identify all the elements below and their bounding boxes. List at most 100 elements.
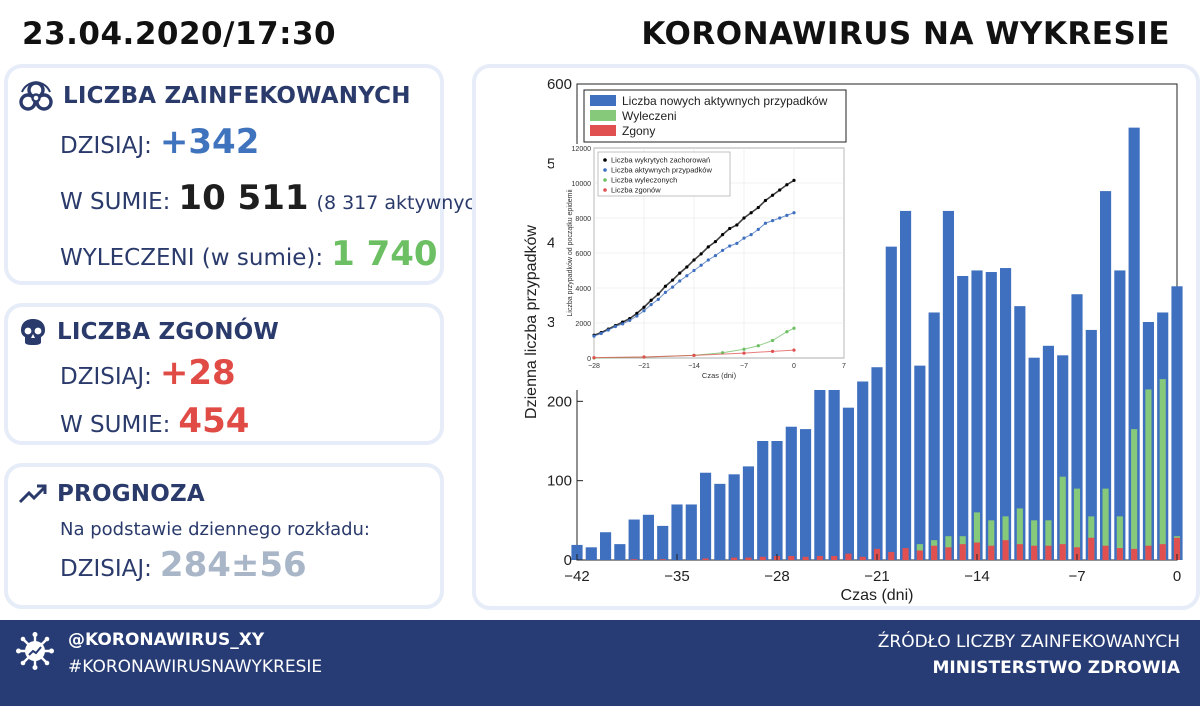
bar [702, 558, 709, 560]
inset-point [742, 236, 746, 240]
bar [945, 547, 952, 560]
infected-today-row: DZISIAJ: +342 [60, 122, 259, 162]
inset-point [770, 338, 775, 343]
inset-point [656, 292, 660, 296]
infected-header: LICZBA ZAINFEKOWANYCH [18, 80, 411, 112]
inset-point [656, 297, 660, 301]
inset-point [749, 211, 753, 215]
inset-x-tick-label: −7 [740, 363, 748, 370]
y-tick-label: 200 [547, 393, 572, 410]
x-tick-label: −42 [564, 568, 589, 585]
legend-swatch [590, 95, 616, 106]
inset-point [613, 324, 618, 329]
inset-point [635, 314, 639, 318]
bar [1073, 488, 1081, 560]
bar [1171, 286, 1183, 560]
inset-y-tick-label: 6000 [575, 251, 591, 258]
bar [800, 429, 812, 560]
infected-total-label: W SUMIE: [60, 189, 171, 215]
bar [714, 483, 726, 560]
inset-legend-label: Liczba zgonów [611, 186, 661, 195]
inset-y-axis-label: Liczba przypadków od początku epidemii [567, 189, 574, 317]
daily-cases-chart: −42−35−28−21−14−700100200300400500600Cza… [523, 76, 1183, 604]
virus-icon [16, 632, 54, 674]
inset-point [720, 248, 725, 252]
bar [1014, 306, 1026, 560]
bar [1016, 544, 1023, 560]
inset-point [792, 348, 796, 352]
bar [902, 548, 909, 560]
inset-point [606, 328, 610, 332]
inset-y-tick-label: 8000 [575, 216, 591, 223]
inset-legend-marker [603, 188, 607, 192]
bar [728, 474, 740, 560]
bar [759, 556, 766, 560]
bar [657, 525, 669, 560]
inset-legend-label: Liczba wykrytych zachorowań [611, 156, 710, 165]
bar [802, 556, 809, 560]
inset-point [663, 284, 668, 288]
inset-point [670, 285, 675, 289]
inset-point [720, 233, 725, 237]
deaths-total-value: 454 [178, 401, 250, 441]
inset-point [785, 183, 789, 187]
inset-point [770, 193, 775, 197]
inset-point [778, 188, 782, 192]
bar [885, 246, 897, 560]
inset-point [713, 254, 718, 258]
inset-legend-marker [603, 168, 607, 172]
twitter-handle[interactable]: @KORONAWIRUS_XY [68, 630, 265, 650]
bar [1159, 379, 1166, 560]
bar [1002, 540, 1009, 560]
inset-point [678, 279, 682, 283]
x-tick-label: −7 [1068, 568, 1085, 585]
page-title: KORONAWIRUS NA WYKRESIE [641, 16, 1170, 52]
infected-today-label: DZISIAJ: [60, 133, 152, 159]
inset-y-tick-label: 4000 [575, 286, 591, 293]
inset-point [763, 198, 768, 203]
inset-point [706, 245, 710, 249]
inset-point [742, 351, 746, 355]
legend-label: Wyleczeni [622, 109, 677, 123]
inset-point [642, 309, 646, 313]
legend-swatch [590, 110, 616, 121]
inset-point [792, 211, 796, 215]
bar [859, 556, 866, 560]
deaths-today-value: +28 [159, 353, 236, 393]
bar [1071, 294, 1083, 560]
inset-point [756, 344, 760, 348]
y-tick-label: 600 [547, 76, 572, 93]
bar [973, 512, 981, 560]
inset-y-tick-label: 2000 [575, 321, 591, 328]
bar [845, 553, 852, 560]
infected-today-value: +342 [159, 122, 260, 162]
inset-point [649, 303, 653, 307]
bar [685, 504, 697, 560]
bar [1016, 508, 1023, 560]
deaths-card: LICZBA ZGONÓW DZISIAJ: +28 W SUMIE: 454 [4, 303, 444, 445]
bar [888, 552, 895, 560]
inset-point [792, 178, 796, 182]
forecast-today-row: DZISIAJ: 284±56 [60, 545, 307, 585]
inset-legend-label: Liczba aktywnych przypadków [611, 166, 712, 175]
x-tick-label: −35 [664, 568, 689, 585]
inset-point [778, 216, 782, 220]
hashtag[interactable]: #KORONAWIRUSNAWYKRESIE [68, 657, 323, 677]
inset-point [763, 221, 768, 225]
inset-point [742, 216, 746, 220]
bar [1159, 544, 1166, 560]
deaths-today-row: DZISIAJ: +28 [60, 353, 236, 393]
infected-active-note: (8 317 aktywnych) [316, 192, 495, 214]
bar [1128, 127, 1140, 560]
inset-legend-marker [603, 178, 607, 182]
inset-point [770, 349, 775, 353]
inset-point [685, 265, 689, 269]
inset-y-tick-label: 0 [587, 356, 591, 363]
inset-point [756, 227, 760, 231]
bar [1002, 516, 1009, 560]
inset-legend-marker [603, 158, 607, 162]
inset-point [770, 219, 775, 223]
bar [700, 472, 712, 560]
inset-point [628, 318, 632, 322]
deaths-total-label: W SUMIE: [60, 412, 171, 438]
